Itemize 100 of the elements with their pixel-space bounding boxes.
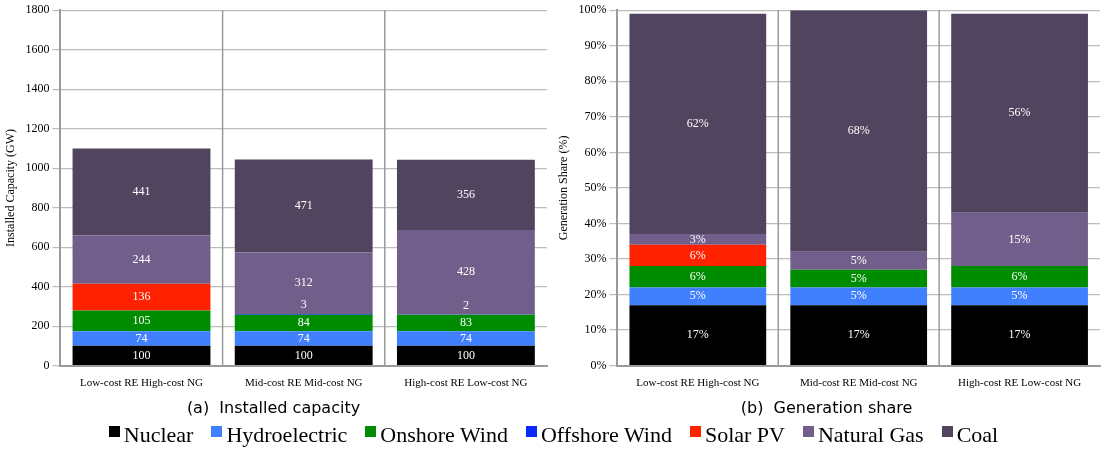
data-label: 5% xyxy=(850,288,867,303)
bar xyxy=(790,10,928,252)
y-tick-label: 400 xyxy=(31,278,50,293)
bar xyxy=(629,244,767,267)
y-tick-label: 1200 xyxy=(25,120,50,135)
data-label: 356 xyxy=(456,186,475,201)
data-label: 17% xyxy=(1008,327,1031,342)
legend-label: Nuclear xyxy=(122,422,194,448)
y-tick-label: 600 xyxy=(31,239,50,254)
data-label: 428 xyxy=(456,264,475,279)
x-tick-label: Mid-cost RE Mid-cost NG xyxy=(799,376,918,389)
bar xyxy=(951,13,1088,213)
y-tick-label: 100% xyxy=(578,2,607,17)
bar xyxy=(72,310,211,332)
data-label: 100 xyxy=(294,347,313,362)
legend-label: Solar PV xyxy=(703,422,785,448)
y-tick-label: 10% xyxy=(584,322,607,337)
data-label: 74 xyxy=(459,330,472,345)
y-tick-label: 1000 xyxy=(25,160,50,175)
y-tick-label: 70% xyxy=(584,108,607,123)
legend-label: Natural Gas xyxy=(816,422,924,448)
y-tick-label: 40% xyxy=(584,215,607,230)
data-label: 441 xyxy=(132,184,151,199)
bar xyxy=(951,305,1088,365)
y-axis-title: Installed Capacity (GW) xyxy=(3,128,18,247)
text: (a) Installed capacity xyxy=(186,397,361,417)
data-label: 6% xyxy=(689,268,706,283)
bar xyxy=(629,13,767,235)
y-tick-label: 0 xyxy=(43,357,50,372)
bar xyxy=(396,331,535,346)
x-tick-label: High-cost RE Low-cost NG xyxy=(404,376,528,389)
data-label: 74 xyxy=(297,330,310,345)
data-label: 312 xyxy=(294,275,313,290)
data-label: 15% xyxy=(1008,231,1031,246)
x-tick-label: High-cost RE Low-cost NG xyxy=(958,376,1082,389)
bar xyxy=(790,287,928,306)
data-label: 6% xyxy=(689,247,706,262)
bar xyxy=(396,314,535,332)
x-tick-label: Mid-cost RE Mid-cost NG xyxy=(244,376,363,389)
data-label: 136 xyxy=(132,289,151,304)
bar xyxy=(234,345,373,365)
bar xyxy=(951,266,1088,288)
data-label: 5% xyxy=(689,288,706,303)
bar xyxy=(629,234,767,245)
y-tick-label: 20% xyxy=(584,286,607,301)
data-label: 2 xyxy=(462,297,469,312)
bar xyxy=(790,251,928,270)
data-label: 74 xyxy=(135,330,148,345)
data-label: 17% xyxy=(686,327,709,342)
data-label: 3 xyxy=(300,297,307,312)
bar xyxy=(790,305,928,365)
bar xyxy=(72,235,211,284)
data-label: 5% xyxy=(850,270,867,285)
y-axis-title: Generation Share (%) xyxy=(556,135,571,241)
text: (b) Generation share xyxy=(740,397,913,417)
bar xyxy=(234,331,373,346)
data-label: 62% xyxy=(686,116,709,131)
data-label: 5% xyxy=(1011,288,1028,303)
data-label: 471 xyxy=(294,198,313,213)
bar xyxy=(396,229,535,315)
data-label: 3% xyxy=(689,231,706,246)
data-label: 244 xyxy=(132,251,151,266)
data-label: 68% xyxy=(847,123,870,138)
bar xyxy=(396,345,535,365)
y-tick-label: 200 xyxy=(31,318,50,333)
bar xyxy=(951,212,1088,267)
data-label: 56% xyxy=(1008,105,1031,120)
data-label: 83 xyxy=(459,315,472,330)
y-tick-label: 1400 xyxy=(25,81,50,96)
bar xyxy=(629,266,767,288)
legend-label: Offshore Wind xyxy=(540,422,672,448)
bar xyxy=(234,314,373,332)
bar xyxy=(629,305,767,365)
bar xyxy=(72,148,211,236)
y-tick-label: 800 xyxy=(31,199,50,214)
data-label: 100 xyxy=(456,347,475,362)
y-tick-label: 60% xyxy=(584,144,607,159)
y-tick-label: 30% xyxy=(584,251,607,266)
bar xyxy=(951,287,1088,306)
y-tick-label: 1800 xyxy=(25,2,50,17)
data-label: 105 xyxy=(132,313,151,328)
bar xyxy=(72,283,211,311)
y-tick-label: 90% xyxy=(584,37,607,52)
y-tick-label: 0% xyxy=(590,357,607,372)
data-label: 6% xyxy=(1011,268,1028,283)
y-tick-label: 1600 xyxy=(25,41,50,56)
bar xyxy=(396,159,535,230)
bar xyxy=(629,287,767,306)
bar xyxy=(234,159,373,253)
bar xyxy=(72,331,211,346)
legend-label: Hydroelectric xyxy=(225,422,348,448)
x-tick-label: Low-cost RE High-cost NG xyxy=(79,376,204,389)
data-label: 5% xyxy=(850,252,867,267)
bar xyxy=(790,269,928,288)
x-tick-label: Low-cost RE High-cost NG xyxy=(636,376,760,389)
data-label: 100 xyxy=(132,347,151,362)
data-label: 17% xyxy=(847,327,870,342)
bar xyxy=(234,252,373,315)
y-tick-label: 50% xyxy=(584,180,607,195)
bar xyxy=(72,345,211,365)
